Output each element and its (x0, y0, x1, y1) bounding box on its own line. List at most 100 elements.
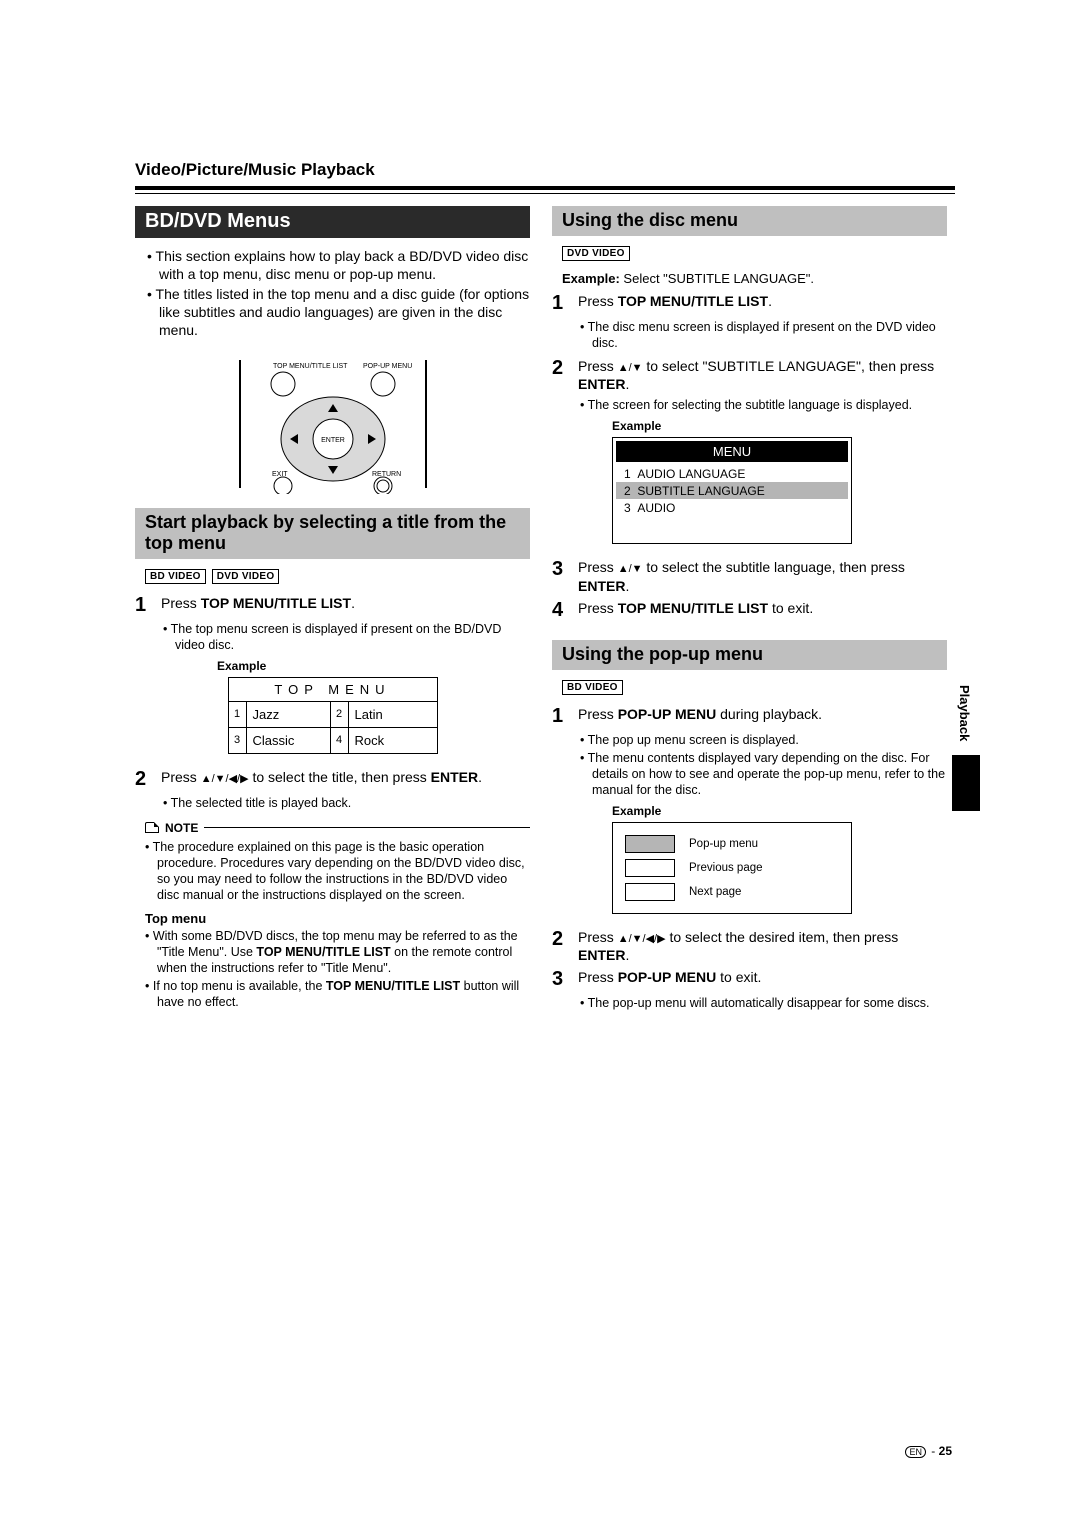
content-columns: BD/DVD Menus This section explains how t… (135, 206, 955, 1017)
table-row: 3 Classic 4 Rock (229, 728, 437, 753)
popup-row: Next page (625, 883, 839, 901)
step-2: 2 Press ▲/▼/◀/▶ to select the desired it… (552, 928, 947, 964)
step-number: 3 (552, 968, 578, 991)
popup-btn (625, 859, 675, 877)
cell: Rock (349, 728, 433, 753)
step-number: 2 (552, 357, 578, 393)
step-sub: The disc menu screen is displayed if pre… (552, 319, 947, 351)
step-4: 4 Press TOP MENU/TITLE LIST to exit. (552, 599, 947, 622)
badge-dvd: DVD VIDEO (562, 246, 630, 261)
cell: 2 (331, 702, 349, 727)
note-icon (145, 822, 159, 833)
topmenu-example: TOP MENU 1 Jazz 2 Latin 3 Classic 4 Rock (228, 677, 438, 754)
section-heading-grey: Start playback by selecting a title from… (135, 508, 530, 559)
section-heading-dark: BD/DVD Menus (135, 206, 530, 238)
svg-text:POP-UP MENU: POP-UP MENU (363, 363, 412, 370)
step-body: Press ▲/▼/◀/▶ to select the title, then … (161, 768, 482, 791)
cell: 1 (229, 702, 247, 727)
section-heading-grey: Using the disc menu (552, 206, 947, 236)
menu-header: MENU (616, 441, 848, 462)
section-heading-grey: Using the pop-up menu (552, 640, 947, 670)
bullet: With some BD/DVD discs, the top menu may… (157, 928, 530, 976)
sub-bullet: The menu contents displayed vary dependi… (592, 750, 947, 798)
step-sub: The top menu screen is displayed if pres… (135, 621, 530, 653)
step-1: 1 Press TOP MENU/TITLE LIST. (135, 594, 530, 617)
badge-dvd: DVD VIDEO (212, 569, 280, 584)
sub-bullet: The disc menu screen is displayed if pre… (592, 319, 947, 351)
step-2: 2 Press ▲/▼/◀/▶ to select the title, the… (135, 768, 530, 791)
cell: Classic (247, 728, 331, 753)
step-body: Press ▲/▼ to select "SUBTITLE LANGUAGE",… (578, 357, 947, 393)
note-line (204, 827, 530, 828)
right-column: Using the disc menu DVD VIDEO Example: S… (552, 206, 947, 1017)
step-sub: The pop-up menu will automatically disap… (552, 995, 947, 1011)
step-3: 3 Press POP-UP MENU to exit. (552, 968, 947, 991)
left-column: BD/DVD Menus This section explains how t… (135, 206, 530, 1017)
badge-row: BD VIDEO DVD VIDEO (145, 569, 530, 584)
topmenu-title: TOP MENU (229, 678, 437, 702)
step-body: Press TOP MENU/TITLE LIST to exit. (578, 599, 813, 622)
badge-bd: BD VIDEO (562, 680, 623, 695)
note-label: NOTE (165, 821, 198, 835)
popup-row: Previous page (625, 859, 839, 877)
step-number: 4 (552, 599, 578, 622)
topmenu-bullets: With some BD/DVD discs, the top menu may… (135, 928, 530, 1010)
intro-bullets: This section explains how to play back a… (135, 248, 530, 340)
divider (135, 186, 955, 194)
step-sub: The pop up menu screen is displayed. The… (552, 732, 947, 798)
sub-bullet: The selected title is played back. (175, 795, 530, 811)
cell: Latin (349, 702, 433, 727)
example-label: Example (217, 659, 530, 673)
bullet: This section explains how to play back a… (159, 248, 530, 284)
note-heading: NOTE (145, 821, 530, 835)
step-body: Press TOP MENU/TITLE LIST. (578, 292, 772, 315)
sub-bullet: The pop up menu screen is displayed. (592, 732, 947, 748)
step-number: 3 (552, 558, 578, 594)
example-label: Example (612, 804, 947, 818)
popup-label: Pop-up menu (689, 838, 758, 850)
example-label: Example (612, 419, 947, 433)
svg-text:ENTER: ENTER (321, 437, 345, 444)
popup-example: Pop-up menu Previous page Next page (612, 822, 852, 914)
bullet: The procedure explained on this page is … (157, 839, 530, 903)
menu-item-selected: 2 SUBTITLE LANGUAGE (616, 482, 848, 499)
remote-diagram: TOP MENU/TITLE LIST POP-UP MENU ENTER EX… (228, 354, 438, 494)
step-body: Press ▲/▼ to select the subtitle languag… (578, 558, 947, 594)
example-line: Example: Select "SUBTITLE LANGUAGE". (562, 271, 947, 286)
step-number: 1 (552, 292, 578, 315)
step-number: 1 (135, 594, 161, 617)
step-number: 2 (135, 768, 161, 791)
lang-badge: EN (905, 1446, 926, 1458)
badge-row: DVD VIDEO (562, 246, 947, 261)
bullet: The titles listed in the top menu and a … (159, 286, 530, 340)
popup-btn (625, 883, 675, 901)
step-sub: The selected title is played back. (135, 795, 530, 811)
menu-item: 3 AUDIO (616, 499, 848, 516)
sub-bullet: The screen for selecting the subtitle la… (592, 397, 947, 413)
svg-text:TOP MENU/TITLE LIST: TOP MENU/TITLE LIST (273, 363, 348, 370)
breadcrumb: Video/Picture/Music Playback (135, 160, 955, 180)
step-body: Press ▲/▼/◀/▶ to select the desired item… (578, 928, 947, 964)
popup-row: Pop-up menu (625, 835, 839, 853)
menu-item: 1 AUDIO LANGUAGE (616, 465, 848, 482)
step-body: Press TOP MENU/TITLE LIST. (161, 594, 355, 617)
step-sub: The screen for selecting the subtitle la… (552, 397, 947, 413)
popup-label: Next page (689, 886, 741, 898)
sub-bullet: The top menu screen is displayed if pres… (175, 621, 530, 653)
badge-row: BD VIDEO (562, 680, 947, 695)
popup-label: Previous page (689, 862, 763, 874)
step-1: 1 Press POP-UP MENU during playback. (552, 705, 947, 728)
side-tab-marker (952, 755, 980, 811)
cell: Jazz (247, 702, 331, 727)
svg-text:RETURN: RETURN (372, 471, 401, 478)
badge-bd: BD VIDEO (145, 569, 206, 584)
table-row: 1 Jazz 2 Latin (229, 702, 437, 728)
sub-bullet: The pop-up menu will automatically disap… (592, 995, 947, 1011)
sub-heading: Top menu (145, 911, 530, 926)
cell: 4 (331, 728, 349, 753)
step-body: Press POP-UP MENU during playback. (578, 705, 822, 728)
page-footer: EN - 25 (905, 1444, 952, 1458)
note-bullets: The procedure explained on this page is … (135, 839, 530, 903)
bullet: If no top menu is available, the TOP MEN… (157, 978, 530, 1010)
step-number: 2 (552, 928, 578, 964)
